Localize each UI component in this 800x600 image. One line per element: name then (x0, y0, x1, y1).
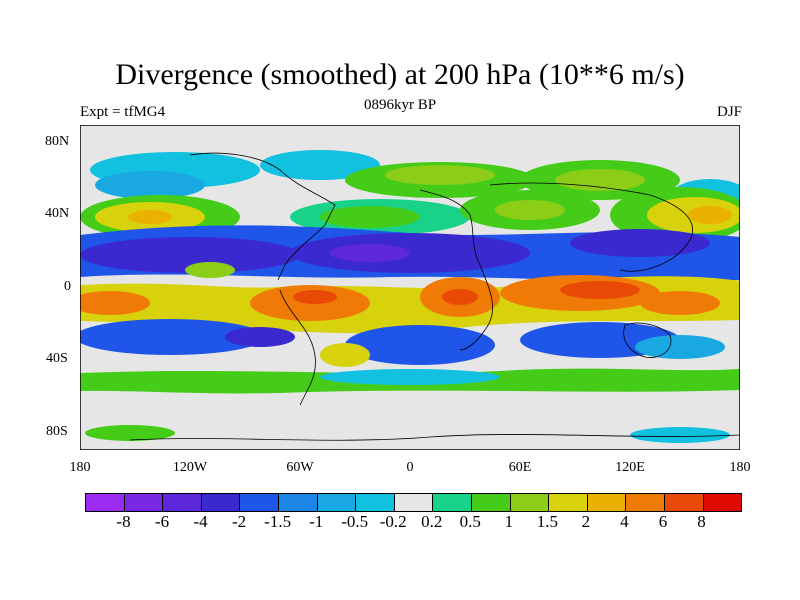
legend-label: 0.5 (459, 512, 481, 531)
time-label: 0896kyr BP (363, 97, 437, 113)
legend-label: -1 (309, 512, 324, 531)
legend-label: -0.5 (341, 512, 369, 531)
legend-label: 4 (620, 512, 629, 531)
northern-midlatitude-band (80, 187, 740, 243)
lon-label-180e: 180 (729, 460, 751, 475)
legend-swatch (124, 494, 164, 511)
lon-label-180w: 180 (69, 460, 91, 475)
polar-north-band (80, 125, 740, 215)
lat-label-40s: 40S (46, 351, 68, 366)
lon-label-120w: 120W (172, 460, 208, 475)
legend-label: 1 (504, 512, 514, 531)
legend-label: 8 (697, 512, 706, 531)
legend-label: 2 (581, 512, 591, 531)
legend-label: -2 (232, 512, 247, 531)
legend-swatch (703, 494, 742, 511)
legend-swatch (626, 494, 665, 511)
legend-label: -1.5 (264, 512, 292, 531)
legend-label: 1.5 (536, 512, 558, 531)
legend-swatch (394, 494, 434, 511)
legend-swatch (664, 494, 704, 511)
coastlines (129, 152, 740, 441)
legend-swatch (587, 494, 627, 511)
season-label: DJF (716, 104, 742, 120)
lat-label-80n: 80N (45, 134, 70, 149)
legend-swatch (201, 494, 241, 511)
legend-swatch (163, 494, 202, 511)
lon-label-60w: 60W (286, 460, 314, 475)
legend-label: 0.2 (421, 512, 443, 531)
lon-label-60e: 60E (508, 460, 532, 475)
legend-swatch (471, 494, 511, 511)
divergence-map (80, 125, 740, 450)
legend-label: 6 (658, 512, 668, 531)
lat-label-40n: 40N (45, 206, 70, 221)
legend-label: -6 (154, 512, 170, 531)
southern-midlatitude-band (80, 368, 740, 450)
legend-swatch (356, 494, 395, 511)
legend-swatch (549, 494, 588, 511)
tropical-divergence-band (80, 275, 740, 334)
legend-swatch (240, 494, 279, 511)
legend-swatch (510, 494, 550, 511)
experiment-label: Expt = tfMG4 (80, 104, 166, 120)
lat-label-0: 0 (64, 279, 71, 294)
lon-label-120e: 120E (615, 460, 645, 475)
legend-colorbar (85, 493, 742, 512)
legend-label: -4 (193, 512, 208, 531)
legend-swatch (433, 494, 472, 511)
legend-swatch (278, 494, 318, 511)
legend-swatch (86, 494, 125, 511)
northern-subtropic-convergence (80, 225, 740, 282)
lat-label-80s: 80S (46, 424, 68, 439)
southern-subtropic-band (80, 319, 725, 367)
map-title: Divergence (smoothed) at 200 hPa (10**6 … (115, 58, 685, 91)
legend-label: -8 (116, 512, 131, 531)
lon-label-0: 0 (406, 460, 414, 475)
legend-swatch (317, 494, 357, 511)
legend-label: -0.2 (379, 512, 407, 531)
